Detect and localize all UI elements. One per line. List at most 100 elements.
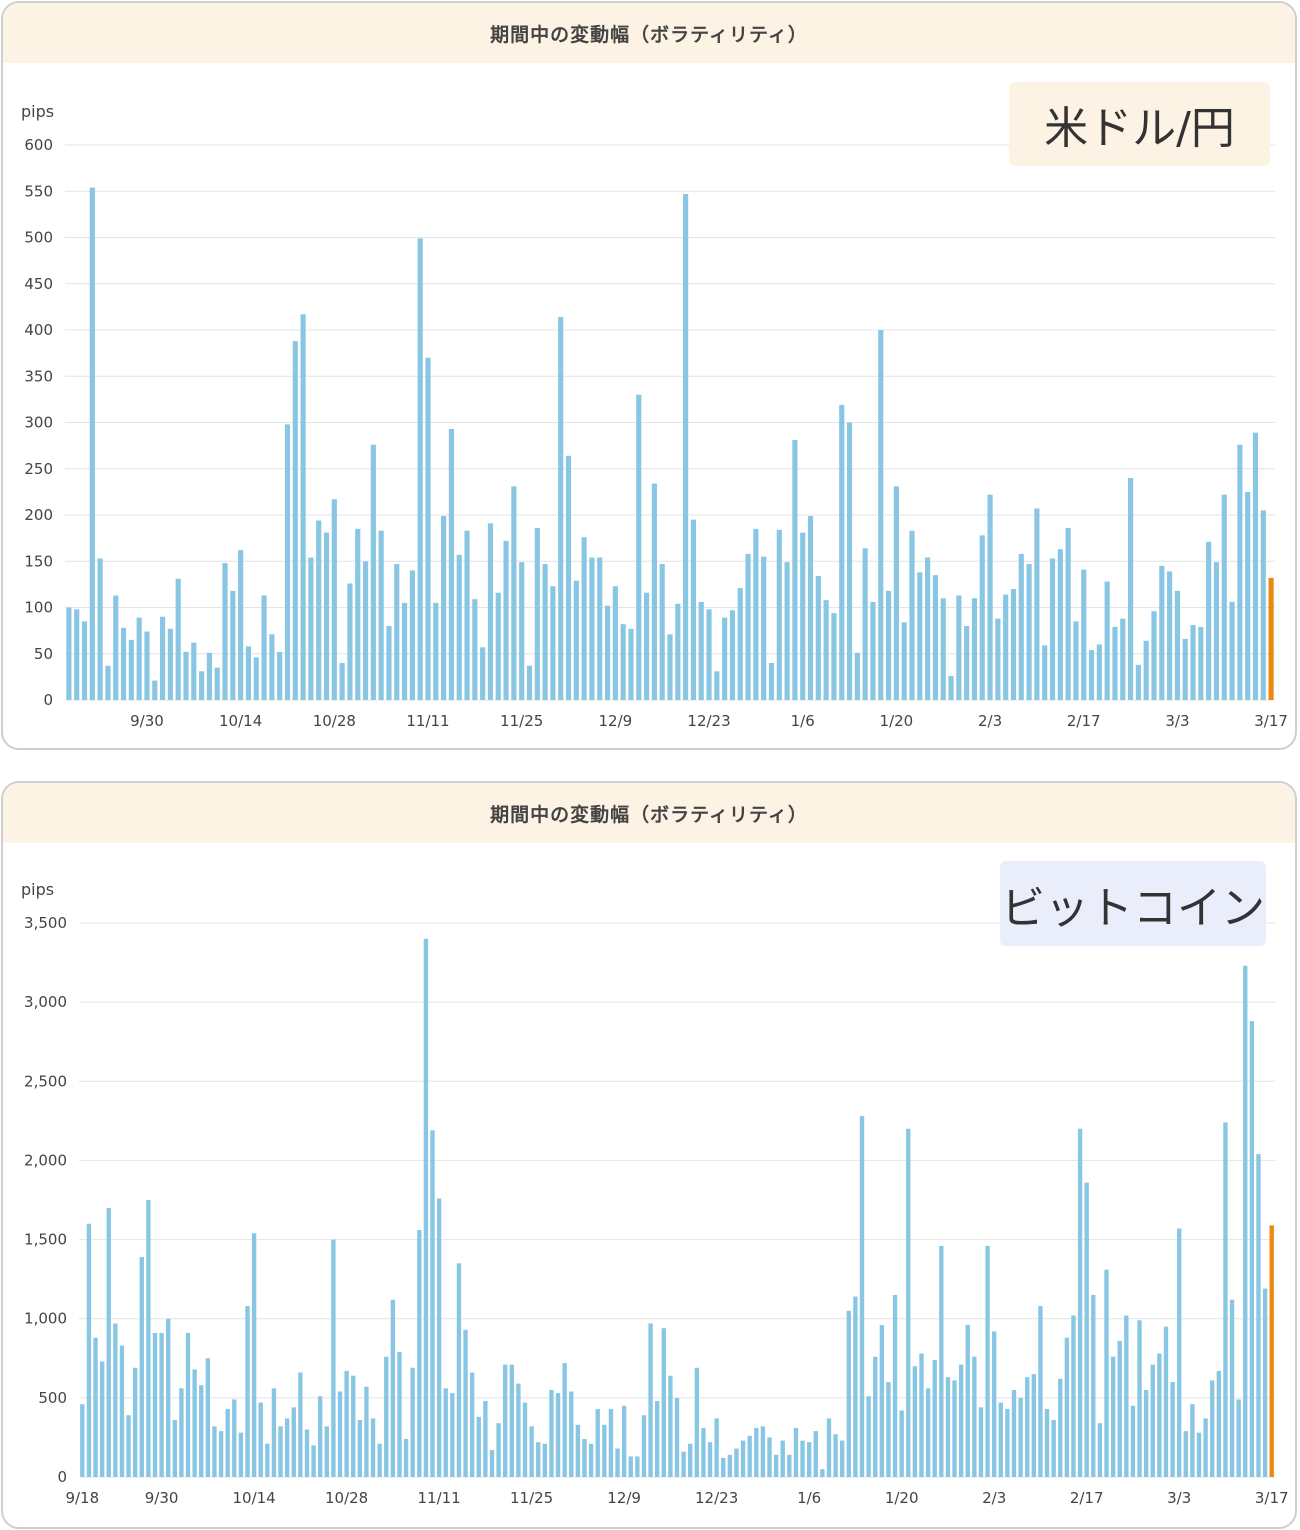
bar (1229, 1299, 1235, 1477)
y-tick-label: 350 (24, 367, 53, 385)
bar (469, 1372, 475, 1477)
bar (362, 561, 369, 700)
x-tick-label: 2/3 (982, 1489, 1006, 1507)
bar (185, 1332, 191, 1477)
bar (628, 628, 634, 700)
bar (160, 616, 166, 700)
bar (939, 1245, 944, 1477)
y-tick-label: 400 (24, 321, 53, 339)
bar (854, 652, 860, 700)
bar (831, 613, 837, 700)
bar (1088, 650, 1095, 700)
y-tick-label: 1,500 (24, 1231, 67, 1249)
bar (516, 1383, 521, 1477)
bar (826, 1418, 832, 1477)
bar (304, 1429, 310, 1477)
bar (1104, 1269, 1109, 1477)
bar (681, 1451, 686, 1477)
bar (167, 628, 173, 700)
bar (674, 1397, 680, 1477)
bar (166, 1318, 171, 1477)
bar (1256, 1154, 1261, 1477)
bar (245, 1306, 250, 1477)
bar (628, 1456, 633, 1477)
bar (1042, 645, 1048, 700)
bar (1117, 1340, 1122, 1477)
bar (105, 665, 111, 700)
bar (271, 1388, 277, 1477)
bar (675, 603, 681, 700)
bar (1252, 432, 1259, 700)
x-tick-label: 2/3 (978, 712, 1002, 730)
bar (113, 595, 119, 700)
bar (394, 564, 400, 700)
x-tick-label: 1/20 (885, 1489, 919, 1507)
bar (291, 1407, 296, 1477)
bar (1143, 1389, 1149, 1477)
bar (722, 617, 728, 700)
bar (1128, 478, 1134, 700)
bar (463, 1329, 468, 1477)
bar-latest (1269, 1225, 1274, 1477)
bar (258, 1402, 263, 1477)
x-tick-label: 11/25 (500, 712, 543, 730)
bar (734, 1448, 739, 1477)
x-tick-label: 9/30 (130, 712, 164, 730)
bar (1073, 621, 1079, 700)
bar (1081, 569, 1087, 700)
x-tick-label: 12/9 (607, 1489, 641, 1507)
bar (893, 486, 899, 700)
x-tick-label: 11/11 (406, 712, 449, 730)
bar (839, 404, 845, 700)
bar (284, 424, 291, 700)
bar (261, 595, 267, 700)
bar (347, 583, 353, 700)
bar (1096, 644, 1102, 700)
bar (780, 1440, 785, 1477)
bar (344, 1370, 349, 1477)
x-tick-label: 9/30 (145, 1489, 179, 1507)
bar (308, 557, 314, 700)
bar (1229, 601, 1235, 700)
bar (218, 1431, 224, 1477)
bar (238, 550, 244, 700)
bar (615, 1448, 620, 1477)
bar (840, 1440, 845, 1477)
bar (1034, 508, 1040, 700)
bar (144, 631, 150, 700)
bar (225, 1408, 230, 1477)
x-tick-label: 11/11 (418, 1489, 461, 1507)
bar (318, 1396, 323, 1477)
bar (768, 663, 775, 700)
bar (480, 647, 486, 700)
bar (230, 590, 236, 700)
y-tick-label: 450 (24, 275, 53, 293)
bar (787, 1454, 792, 1477)
bar (331, 499, 337, 700)
bar (172, 1420, 177, 1477)
bar (245, 646, 252, 700)
bar (265, 1443, 270, 1477)
y-tick-label: 500 (38, 1389, 67, 1407)
bar (952, 1380, 957, 1477)
bar (1025, 1377, 1030, 1477)
bar (1143, 640, 1149, 700)
x-tick-label: 1/20 (880, 712, 914, 730)
bar-latest (1268, 577, 1274, 700)
bar (745, 553, 751, 700)
bar (964, 626, 970, 700)
bar (995, 618, 1001, 700)
y-tick-label: 0 (43, 691, 53, 709)
y-tick-label: 500 (24, 229, 53, 247)
bar (747, 1435, 752, 1477)
bar (503, 540, 509, 700)
bar (476, 1416, 481, 1477)
bar (925, 1388, 931, 1477)
bar (99, 1361, 105, 1477)
x-tick-label: 2/17 (1070, 1489, 1104, 1507)
bar (971, 598, 978, 700)
bar (403, 1439, 409, 1477)
bar (536, 1442, 541, 1477)
bar (1005, 1408, 1010, 1477)
bar (862, 548, 868, 700)
